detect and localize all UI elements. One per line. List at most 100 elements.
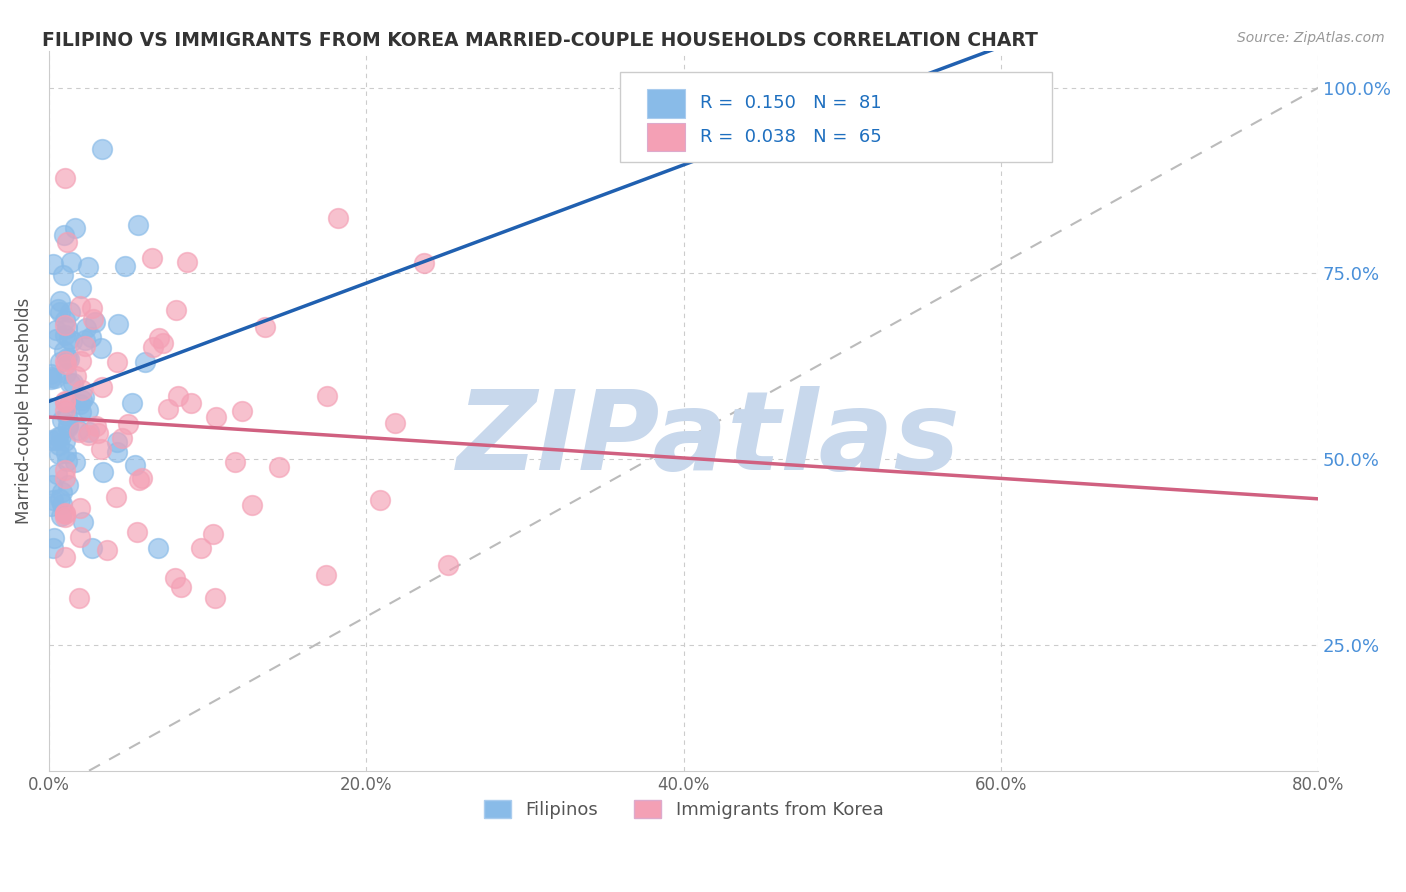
- Point: [105, 355, 128, 369]
- Point: [44, 332, 66, 346]
- Point: [165, 571, 187, 585]
- Point: [42, 257, 65, 271]
- Point: [60, 255, 83, 269]
- Text: Source: ZipAtlas.com: Source: ZipAtlas.com: [1237, 31, 1385, 45]
- Point: [51, 484, 73, 499]
- Point: [42, 541, 65, 555]
- Point: [134, 355, 156, 369]
- Point: [96, 542, 118, 557]
- Point: [53, 471, 76, 485]
- Point: [45, 467, 67, 481]
- Point: [77, 427, 100, 442]
- Point: [70, 354, 93, 368]
- Point: [240, 498, 263, 512]
- Point: [114, 259, 136, 273]
- Point: [146, 541, 169, 555]
- Point: [121, 396, 143, 410]
- Text: FILIPINO VS IMMIGRANTS FROM KOREA MARRIED-COUPLE HOUSEHOLDS CORRELATION CHART: FILIPINO VS IMMIGRANTS FROM KOREA MARRIE…: [42, 31, 1038, 50]
- Point: [56, 420, 79, 434]
- Point: [73, 339, 96, 353]
- Point: [53, 463, 76, 477]
- Point: [39, 368, 62, 382]
- Point: [80, 330, 103, 344]
- Point: [56, 417, 79, 432]
- Point: [82, 541, 104, 555]
- Point: [55, 358, 77, 372]
- Point: [156, 401, 179, 416]
- Point: [73, 390, 96, 404]
- Point: [384, 416, 406, 430]
- Point: [51, 497, 73, 511]
- Point: [46, 429, 69, 443]
- Point: [165, 302, 187, 317]
- Point: [70, 393, 93, 408]
- Point: [63, 454, 86, 468]
- Point: [76, 260, 98, 274]
- Point: [107, 317, 129, 331]
- Point: [141, 252, 163, 266]
- Point: [77, 425, 100, 439]
- Point: [39, 370, 62, 384]
- Point: [69, 501, 91, 516]
- Point: [53, 354, 76, 368]
- Text: R =  0.150   N =  81: R = 0.150 N = 81: [700, 95, 882, 112]
- Point: [202, 526, 225, 541]
- Point: [44, 531, 66, 545]
- Point: [51, 429, 73, 443]
- Y-axis label: Married-couple Households: Married-couple Households: [15, 298, 32, 524]
- Point: [131, 471, 153, 485]
- Point: [267, 460, 290, 475]
- Point: [55, 454, 77, 468]
- Point: [42, 493, 65, 508]
- Point: [110, 431, 132, 445]
- Point: [315, 568, 337, 582]
- Point: [60, 334, 83, 348]
- Point: [52, 268, 75, 282]
- Point: [91, 465, 114, 479]
- Point: [46, 302, 69, 317]
- Point: [75, 320, 97, 334]
- Point: [53, 395, 76, 409]
- Bar: [647, 123, 685, 152]
- Point: [39, 401, 62, 415]
- Point: [76, 403, 98, 417]
- Text: R =  0.038   N =  65: R = 0.038 N = 65: [700, 128, 882, 146]
- Point: [55, 446, 77, 460]
- Point: [55, 394, 77, 409]
- Point: [56, 235, 79, 249]
- Point: [326, 211, 349, 226]
- Point: [412, 256, 434, 270]
- FancyBboxPatch shape: [620, 72, 1052, 162]
- Point: [124, 458, 146, 472]
- Point: [39, 372, 62, 386]
- Point: [67, 425, 90, 439]
- Point: [105, 490, 128, 504]
- Point: [44, 371, 66, 385]
- Point: [59, 395, 82, 409]
- Point: [53, 403, 76, 417]
- Point: [58, 478, 80, 492]
- Point: [48, 293, 70, 308]
- Point: [70, 405, 93, 419]
- Point: [80, 301, 103, 315]
- Point: [59, 305, 82, 319]
- Point: [65, 369, 87, 384]
- Point: [437, 558, 460, 573]
- Point: [48, 305, 70, 319]
- Point: [70, 383, 93, 397]
- Point: [231, 404, 253, 418]
- Point: [368, 493, 391, 508]
- Point: [117, 417, 139, 432]
- Point: [152, 336, 174, 351]
- Point: [66, 423, 89, 437]
- Point: [53, 344, 76, 359]
- Point: [127, 525, 149, 540]
- Point: [58, 332, 80, 346]
- Point: [82, 312, 104, 326]
- Point: [69, 397, 91, 411]
- Point: [128, 474, 150, 488]
- Point: [148, 331, 170, 345]
- Point: [55, 321, 77, 335]
- Point: [86, 419, 108, 434]
- Point: [107, 444, 129, 458]
